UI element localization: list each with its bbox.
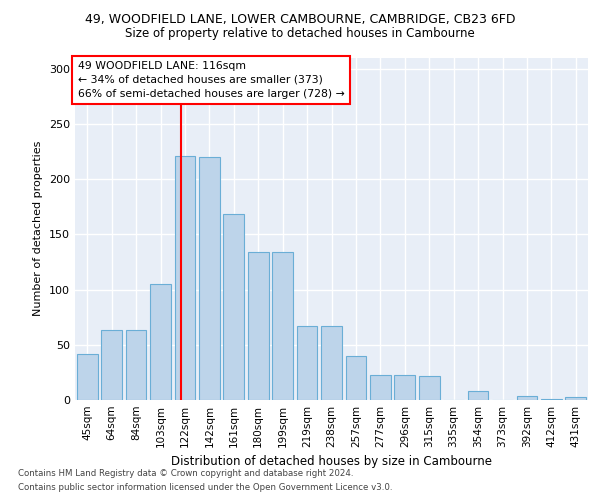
Bar xyxy=(467,391,488,400)
Text: Size of property relative to detached houses in Cambourne: Size of property relative to detached ho… xyxy=(125,28,475,40)
Bar xyxy=(125,330,146,400)
Bar xyxy=(321,326,342,400)
Bar xyxy=(296,326,317,400)
Bar xyxy=(248,252,269,400)
Bar xyxy=(346,356,367,400)
Bar xyxy=(223,214,244,400)
Bar xyxy=(272,252,293,400)
X-axis label: Distribution of detached houses by size in Cambourne: Distribution of detached houses by size … xyxy=(171,456,492,468)
Bar xyxy=(565,396,586,400)
Bar xyxy=(517,396,538,400)
Bar xyxy=(101,330,122,400)
Bar xyxy=(77,354,98,400)
Y-axis label: Number of detached properties: Number of detached properties xyxy=(34,141,43,316)
Bar xyxy=(199,157,220,400)
Bar xyxy=(175,156,196,400)
Bar xyxy=(394,374,415,400)
Bar xyxy=(370,374,391,400)
Text: 49 WOODFIELD LANE: 116sqm
← 34% of detached houses are smaller (373)
66% of semi: 49 WOODFIELD LANE: 116sqm ← 34% of detac… xyxy=(77,61,344,99)
Bar xyxy=(150,284,171,400)
Text: Contains public sector information licensed under the Open Government Licence v3: Contains public sector information licen… xyxy=(18,484,392,492)
Bar xyxy=(541,399,562,400)
Text: Contains HM Land Registry data © Crown copyright and database right 2024.: Contains HM Land Registry data © Crown c… xyxy=(18,468,353,477)
Bar xyxy=(419,376,440,400)
Text: 49, WOODFIELD LANE, LOWER CAMBOURNE, CAMBRIDGE, CB23 6FD: 49, WOODFIELD LANE, LOWER CAMBOURNE, CAM… xyxy=(85,12,515,26)
